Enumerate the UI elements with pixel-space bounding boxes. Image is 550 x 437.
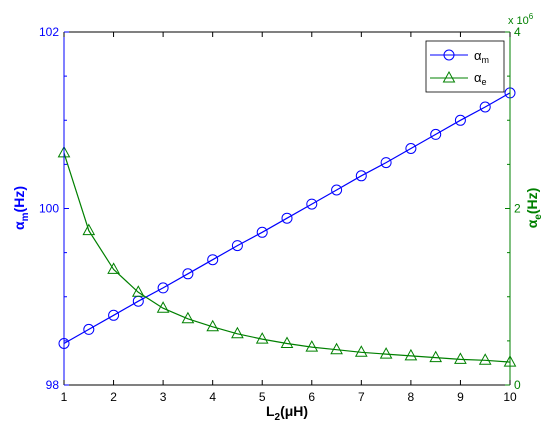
data-point-e bbox=[305, 340, 319, 352]
y-axis-left-label: αm(Hz) bbox=[11, 186, 31, 230]
legend-box bbox=[425, 40, 505, 93]
x-tick-label: 10 bbox=[503, 390, 517, 404]
y-axis-left-label-unit: (Hz) bbox=[11, 186, 27, 212]
x-tick-label: 3 bbox=[160, 390, 167, 404]
data-point-e bbox=[156, 301, 170, 313]
data-point-e bbox=[131, 285, 145, 297]
data-point-e bbox=[107, 262, 120, 274]
data-point-e bbox=[82, 223, 96, 236]
data-point-e bbox=[454, 352, 467, 364]
y-right-tick-label: 0 bbox=[514, 378, 521, 392]
x-axis-label-unit: (μH) bbox=[280, 403, 308, 419]
legend-label-alpha-m-base: α bbox=[474, 48, 482, 63]
legend-marker-alpha-m bbox=[443, 49, 455, 61]
legend-label-alpha-e-sub: e bbox=[482, 77, 487, 87]
x-tick-label: 1 bbox=[61, 390, 68, 404]
y-axis-right-label-base: α bbox=[524, 219, 540, 228]
data-point-e bbox=[478, 353, 492, 365]
data-point-m bbox=[182, 268, 194, 280]
data-point-e bbox=[429, 350, 443, 363]
x-tick-label: 8 bbox=[408, 390, 415, 404]
data-point-m bbox=[83, 323, 95, 335]
legend-label-alpha-e: αe bbox=[474, 70, 487, 87]
data-point-m bbox=[231, 240, 243, 252]
x-axis-label-sub: 2 bbox=[275, 412, 281, 423]
series-line-e bbox=[63, 152, 511, 363]
right-axis-multiplier-base: x 10 bbox=[508, 15, 529, 27]
data-point-m bbox=[157, 282, 169, 294]
y-right-tick-label: 4 bbox=[514, 25, 521, 39]
x-tick-label: 9 bbox=[457, 390, 464, 404]
x-tick-label: 7 bbox=[358, 390, 365, 404]
y-left-tick-label: 102 bbox=[39, 25, 59, 39]
x-axis-label: L2(μH) bbox=[266, 403, 308, 423]
data-point-e bbox=[181, 311, 195, 324]
legend-label-alpha-e-base: α bbox=[474, 70, 482, 85]
y-right-tick-label: 2 bbox=[514, 202, 521, 216]
axes-layer: 1 2 3 4 5 6 7 8 9 10 98 100 102 0 2 4 bbox=[39, 25, 521, 404]
x-tick-label: 6 bbox=[308, 390, 315, 404]
y-left-tick-label: 98 bbox=[46, 378, 60, 392]
data-point-e bbox=[379, 347, 393, 359]
right-axis-multiplier-exp: 6 bbox=[529, 12, 534, 21]
data-point-m bbox=[256, 226, 268, 238]
data-point-m bbox=[306, 198, 318, 210]
series-line-m bbox=[63, 92, 511, 345]
x-tick-label: 4 bbox=[209, 390, 216, 404]
data-point-m bbox=[207, 254, 219, 266]
data-point-e bbox=[404, 348, 418, 361]
data-point-e bbox=[280, 336, 294, 348]
data-point-e bbox=[354, 345, 368, 357]
legend: αm αe bbox=[425, 40, 505, 93]
legend-marker-alpha-e bbox=[442, 70, 456, 83]
data-point-m bbox=[108, 309, 120, 321]
legend-label-alpha-m: αm bbox=[474, 48, 489, 65]
data-point-m bbox=[430, 128, 442, 140]
data-point-m bbox=[380, 157, 392, 169]
legend-label-alpha-m-sub: m bbox=[482, 55, 490, 65]
data-point-m bbox=[281, 212, 293, 224]
y-axis-right-label-unit: (Hz) bbox=[524, 188, 540, 214]
y-axis-right-label: αe(Hz) bbox=[524, 188, 544, 229]
series-layer bbox=[57, 87, 517, 367]
x-axis-label-base: L bbox=[266, 403, 275, 419]
right-axis-multiplier: x 106 bbox=[508, 12, 534, 27]
data-point-e bbox=[206, 319, 220, 332]
y-axis-right-label-sub: e bbox=[533, 214, 544, 220]
data-point-e bbox=[255, 332, 269, 344]
data-point-m bbox=[479, 101, 491, 113]
x-tick-label: 5 bbox=[259, 390, 266, 404]
y-axis-left-label-base: α bbox=[11, 221, 27, 230]
data-point-m bbox=[454, 114, 466, 126]
data-point-m bbox=[355, 170, 367, 182]
y-left-tick-label: 100 bbox=[39, 202, 59, 216]
y-axis-left-label-sub: m bbox=[20, 212, 31, 221]
x-tick-label: 2 bbox=[110, 390, 117, 404]
data-point-e bbox=[330, 342, 343, 355]
data-point-e bbox=[231, 326, 244, 339]
data-point-m bbox=[405, 143, 417, 154]
data-point-m bbox=[331, 184, 343, 196]
